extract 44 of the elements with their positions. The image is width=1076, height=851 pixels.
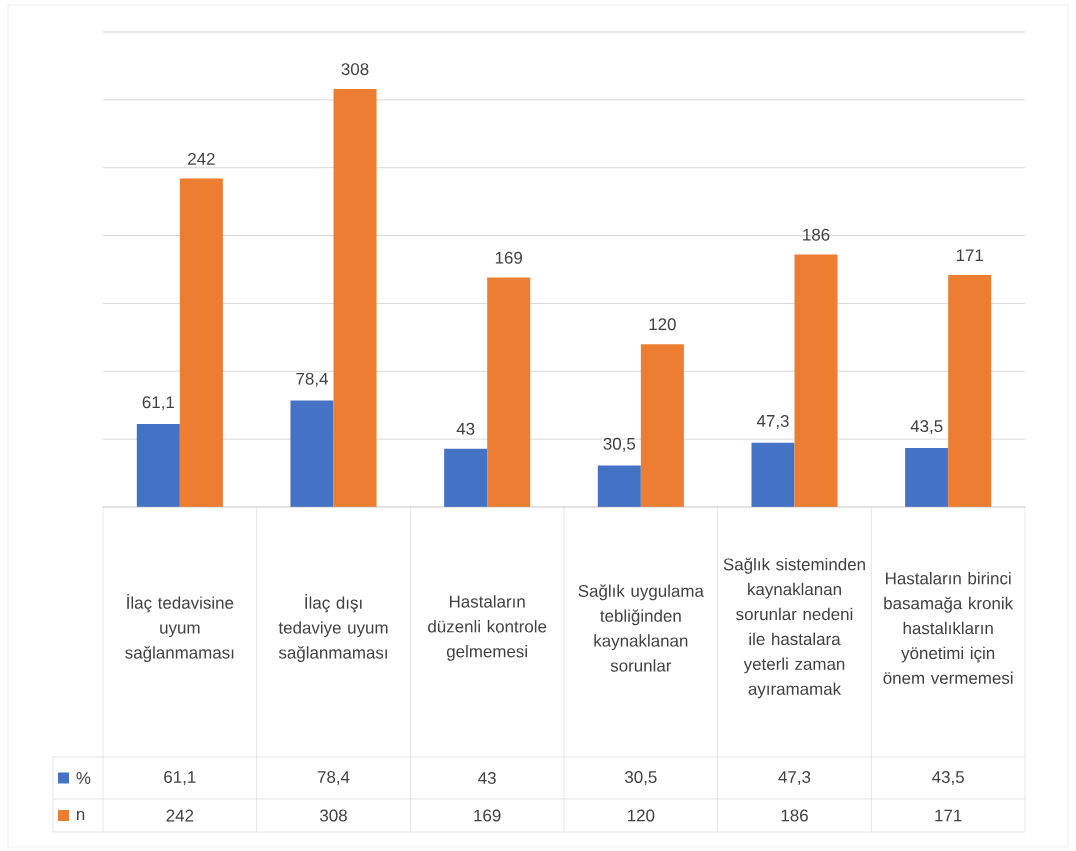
text: 43,5 [910, 420, 943, 435]
bar [948, 274, 992, 507]
data-label: 61,1 [164, 770, 196, 785]
bar [290, 400, 334, 507]
text: 308 [341, 63, 369, 76]
data-label: 43 [478, 771, 496, 784]
x-tick-label: Hastaların düzenli kontrole gelmemesi [428, 595, 547, 661]
bar [487, 277, 531, 507]
text: 171 [956, 249, 983, 262]
legend-label: % [76, 772, 91, 784]
data-label: 47,3 [778, 770, 811, 785]
text: 242 [188, 152, 215, 165]
text: 120 [649, 318, 676, 331]
data-label: 171 [935, 809, 962, 822]
text: 186 [803, 228, 830, 241]
data-label: 242 [166, 809, 194, 822]
bar [444, 448, 488, 507]
x-tick-label: Sağlık uygulama tebliğinden kaynaklanan sorunlar [578, 584, 704, 672]
data-label: 186 [781, 809, 808, 822]
x-tick-label: Hastaların birinci basamağa kronik hastalıkların yönetimi için önem vermemesi [883, 571, 1014, 685]
bar [640, 344, 684, 507]
text: 61,1 [142, 396, 174, 411]
x-tick-label: İlaç dışı tedaviye uyum sağlanmaması [278, 593, 388, 662]
data-label: 169 [474, 809, 501, 822]
text: 78,4 [296, 372, 328, 387]
bar [751, 442, 795, 507]
x-tick-label: İlaç tedavisine uyum sağlanmaması [125, 593, 234, 662]
bar [333, 88, 377, 507]
bar [905, 447, 949, 507]
text: 43 [456, 422, 475, 435]
data-label: 120 [628, 809, 655, 822]
text: 169 [495, 251, 523, 264]
bar [136, 424, 180, 507]
data-label: 308 [320, 809, 347, 822]
legend-label: n [76, 810, 85, 821]
text: 30,5 [603, 437, 636, 452]
x-tick-label: Sağlık sisteminden kaynaklanan sorunlar nedeni ile hastalara yeterli zaman ayıramamak [723, 557, 865, 699]
data-label: 43,5 [932, 770, 964, 785]
bar [179, 178, 223, 507]
text: 47,3 [756, 414, 789, 429]
data-label: 78,4 [317, 770, 350, 785]
bar [597, 465, 641, 507]
bar [794, 254, 838, 507]
data-label: 30,5 [625, 770, 657, 785]
